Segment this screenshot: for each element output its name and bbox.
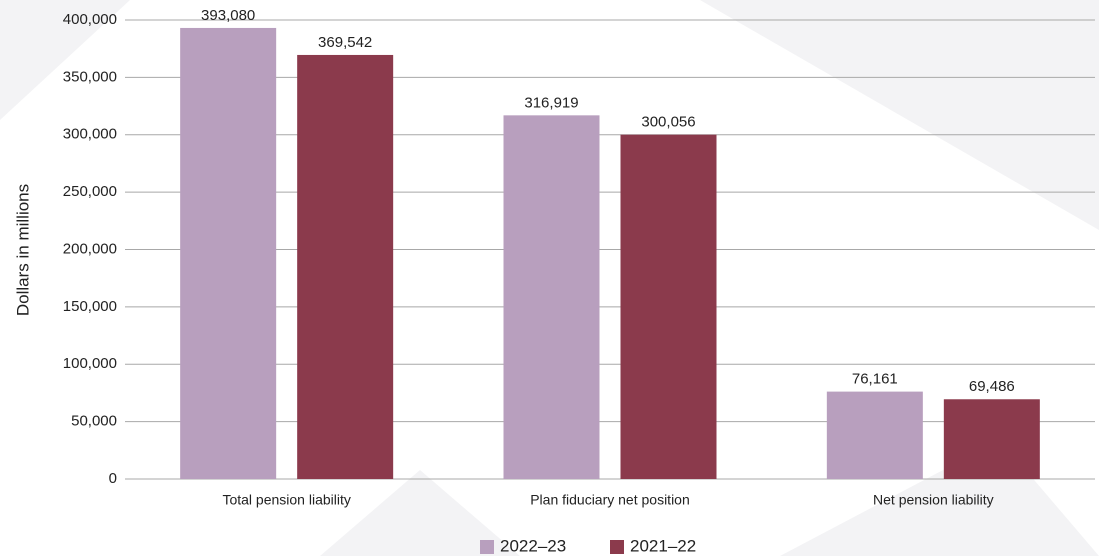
bar <box>180 27 277 479</box>
x-tick-label: Plan fiduciary net position <box>530 492 690 508</box>
data-label: 369,542 <box>318 34 372 51</box>
y-tick-label: 400,000 <box>63 11 117 28</box>
legend-swatch <box>610 540 624 554</box>
y-tick-label: 350,000 <box>63 68 117 85</box>
data-label: 393,080 <box>201 7 255 24</box>
legend-swatch <box>480 540 494 554</box>
x-tick-label: Net pension liability <box>873 492 994 508</box>
bg-shape <box>700 0 1099 230</box>
data-label: 76,161 <box>852 371 898 388</box>
y-tick-label: 100,000 <box>63 355 117 372</box>
bar <box>503 115 600 479</box>
bar <box>620 134 717 480</box>
data-label: 316,919 <box>524 94 578 111</box>
y-axis-label: Dollars in millions <box>13 184 32 316</box>
legend-label: 2022–23 <box>500 536 566 555</box>
x-tick-label: Total pension liability <box>222 492 350 508</box>
bg-shape <box>0 0 130 120</box>
bar <box>297 54 394 479</box>
bar <box>826 391 923 479</box>
y-tick-label: 150,000 <box>63 298 117 315</box>
legend-label: 2021–22 <box>630 536 696 555</box>
bg-shape <box>320 470 520 556</box>
y-tick-label: 250,000 <box>63 183 117 200</box>
y-tick-label: 300,000 <box>63 126 117 143</box>
bar <box>943 399 1040 479</box>
y-tick-label: 200,000 <box>63 240 117 257</box>
data-label: 300,056 <box>641 114 695 131</box>
data-label: 69,486 <box>969 378 1015 395</box>
y-tick-label: 50,000 <box>71 413 117 430</box>
y-tick-label: 0 <box>109 470 117 487</box>
